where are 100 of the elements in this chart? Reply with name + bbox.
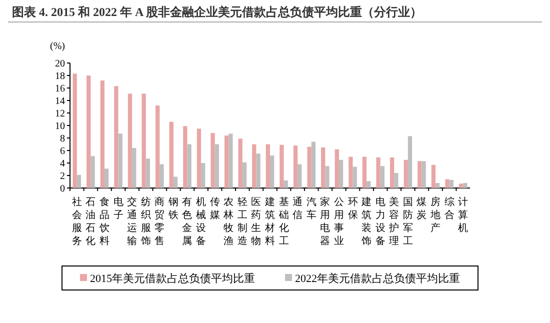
bar <box>321 147 326 188</box>
y-tick-label: 12 <box>55 108 65 120</box>
bar <box>146 158 150 188</box>
x-tick-label: 商贸零售 <box>154 196 165 247</box>
y-tick-label: 20 <box>55 58 65 70</box>
y-tick-label: 10 <box>55 121 65 132</box>
y-axis-title: (%) <box>50 41 65 52</box>
bar <box>458 184 464 188</box>
x-tick-label: 交通运输 <box>127 196 138 247</box>
bar <box>284 180 288 188</box>
bar <box>307 146 312 188</box>
bar <box>352 166 357 188</box>
x-tick-label: 电子 <box>113 196 124 221</box>
y-tick-label: 0 <box>60 184 65 194</box>
x-tick-label: 美容护理 <box>388 196 400 247</box>
bar <box>362 156 367 188</box>
legend-label: 2022年美元借款占总负债平均比重 <box>295 272 460 285</box>
bar <box>436 183 440 188</box>
x-tick-label: 社会服务 <box>72 196 82 247</box>
x-tick-label: 国防军工 <box>402 197 413 247</box>
bar <box>210 133 215 188</box>
bar <box>376 157 380 188</box>
bar <box>142 94 146 188</box>
x-tick-label: 计算机 <box>458 196 468 234</box>
bar <box>445 179 450 188</box>
x-tick-label: 机械设备 <box>196 196 206 247</box>
bar <box>238 138 242 188</box>
bar <box>173 176 178 188</box>
x-tick-label: 汽车 <box>306 196 316 221</box>
x-tick-label: 石油石化 <box>86 197 96 247</box>
bar <box>408 136 412 188</box>
bar <box>256 154 260 188</box>
x-tick-label: 建筑材料 <box>264 196 275 247</box>
bar <box>266 144 270 188</box>
x-tick-label: 房地产 <box>430 196 441 234</box>
bar <box>334 149 339 188</box>
x-tick-label: 公用事业 <box>334 196 344 247</box>
bar <box>252 144 256 188</box>
y-tick-label: 2 <box>60 171 65 182</box>
x-tick-label: 煤炭 <box>416 196 427 221</box>
bar <box>431 164 436 188</box>
bar <box>86 76 91 188</box>
bar <box>76 174 82 188</box>
bar <box>380 166 384 188</box>
bar <box>463 183 468 188</box>
bar <box>394 173 398 188</box>
bar <box>169 122 174 188</box>
x-tick-label: 家用电器 <box>320 196 330 247</box>
legend-label: 2015年美元借款占总负债平均比重 <box>90 272 255 285</box>
bar <box>293 146 298 188</box>
x-tick-label: 建筑装饰 <box>360 196 372 247</box>
bar <box>338 160 344 188</box>
bar <box>390 157 394 188</box>
x-tick-label: 综合 <box>444 196 454 221</box>
bar <box>128 94 132 188</box>
bar <box>183 126 188 188</box>
bar <box>242 162 247 188</box>
y-tick-label: 8 <box>60 134 65 144</box>
x-tick-label: 食品饮料 <box>98 196 110 247</box>
bar <box>160 164 164 188</box>
bar <box>311 142 316 188</box>
bar <box>422 161 426 188</box>
bar <box>201 163 206 188</box>
bar <box>187 144 192 188</box>
bar <box>114 86 118 188</box>
bar <box>224 136 229 188</box>
x-tick-label: 轻工制造 <box>237 196 248 247</box>
y-tick-label: 4 <box>60 158 65 170</box>
y-tick-label: 16 <box>55 84 65 94</box>
x-tick-label: 医药生物 <box>251 197 262 247</box>
x-tick-label: 农林牧渔 <box>222 197 234 247</box>
bar <box>104 168 109 188</box>
x-tick-label: 纺织服饰 <box>140 196 151 247</box>
bar <box>132 148 136 188</box>
bar <box>449 180 454 188</box>
x-tick-label: 基础化工 <box>278 196 289 247</box>
bar <box>270 156 274 188</box>
y-tick-label: 18 <box>55 71 65 82</box>
bar <box>196 128 202 188</box>
bar <box>404 160 408 188</box>
x-tick-label: 有色金属 <box>182 196 192 247</box>
bar <box>418 161 422 188</box>
bar <box>366 181 371 188</box>
bar <box>118 134 122 188</box>
bar <box>228 134 233 188</box>
bar <box>90 156 95 188</box>
x-tick-label: 环保 <box>348 197 358 221</box>
bar <box>72 74 77 188</box>
y-tick-label: 14 <box>55 96 65 107</box>
y-tick-label: 6 <box>60 146 65 157</box>
bar <box>100 80 104 188</box>
x-tick-label: 通信 <box>292 196 303 221</box>
chart-title: 图表 4. 2015 和 2022 年 A 股非金融企业美元借款占总负债平均比重（分行业） <box>12 5 422 19</box>
x-tick-label: 传媒 <box>210 197 220 221</box>
bar <box>280 144 284 188</box>
x-tick-label: 电力设备 <box>375 196 386 247</box>
bar <box>298 164 302 188</box>
bar <box>348 156 353 188</box>
bar <box>156 106 160 188</box>
bar <box>214 144 219 188</box>
